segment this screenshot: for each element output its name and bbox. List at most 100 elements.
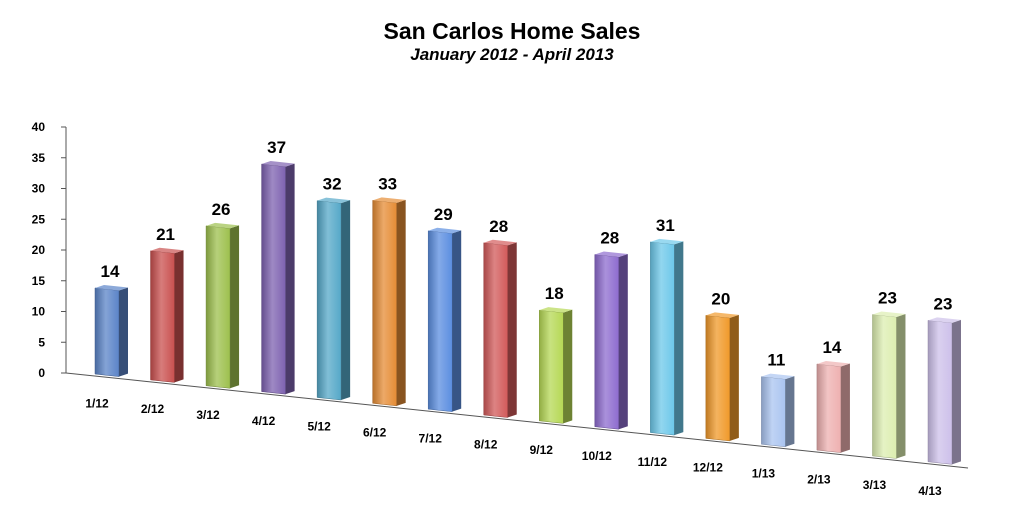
y-tick-label: 40 xyxy=(32,120,46,134)
bar-front xyxy=(483,242,508,418)
bar-front xyxy=(927,320,953,465)
y-tick-label: 10 xyxy=(32,305,46,319)
y-tick-label: 35 xyxy=(32,151,46,165)
bar xyxy=(594,251,628,430)
x-tick-label: 3/13 xyxy=(863,478,887,492)
bar-front xyxy=(150,250,175,383)
bar-value-label: 33 xyxy=(378,174,397,193)
bar xyxy=(316,197,351,401)
bar-top xyxy=(317,197,351,204)
bar-top xyxy=(428,227,462,234)
bar-front xyxy=(705,315,731,442)
x-tick-label: 5/12 xyxy=(307,420,331,434)
bar-side xyxy=(785,376,795,447)
chart-subtitle: January 2012 - April 2013 xyxy=(410,45,614,64)
x-tick-label: 1/12 xyxy=(85,396,109,410)
bar-front xyxy=(261,163,286,395)
x-tick-label: 10/12 xyxy=(582,449,612,463)
bar-side xyxy=(396,199,406,406)
bar-top xyxy=(705,312,739,318)
bar xyxy=(872,311,906,459)
bar-side xyxy=(896,314,906,459)
bar-top xyxy=(150,247,184,254)
bar-top xyxy=(761,373,795,380)
bar-top xyxy=(928,317,961,323)
bar-top xyxy=(372,197,406,203)
bar-front xyxy=(205,225,231,389)
bar-side xyxy=(452,230,462,412)
bar-front xyxy=(94,287,120,377)
bar xyxy=(150,247,184,383)
y-tick-label: 25 xyxy=(32,212,46,226)
x-axis-line xyxy=(65,372,969,469)
x-tick-label: 2/12 xyxy=(141,402,165,416)
bar-front xyxy=(761,376,786,448)
bar-top xyxy=(816,360,850,367)
bar-value-label: 31 xyxy=(656,216,675,235)
bar-value-label: 28 xyxy=(489,217,508,236)
bar-side xyxy=(618,254,628,430)
chart-title: San Carlos Home Sales xyxy=(383,18,641,44)
bar-value-label: 28 xyxy=(600,228,619,247)
bar-value-label: 14 xyxy=(101,262,120,281)
y-tick-label: 20 xyxy=(32,243,46,257)
bar xyxy=(927,317,961,465)
bar-front xyxy=(427,230,453,412)
bar-value-label: 23 xyxy=(934,294,953,313)
bar-side xyxy=(729,314,739,441)
bar-front xyxy=(316,200,342,401)
bar xyxy=(261,161,295,395)
bar xyxy=(650,238,684,436)
bar-value-label: 23 xyxy=(878,288,897,307)
bar-side xyxy=(341,200,351,400)
bar-front xyxy=(650,241,675,436)
bar-side xyxy=(230,225,240,389)
bar-value-label: 21 xyxy=(156,225,175,244)
x-tick-label: 8/12 xyxy=(474,437,498,451)
x-tick-label: 6/12 xyxy=(363,426,387,440)
bar-front xyxy=(539,309,564,424)
bar-top xyxy=(594,251,628,258)
x-tick-label: 4/13 xyxy=(918,484,942,498)
bar-front xyxy=(816,363,842,453)
y-tick-label: 30 xyxy=(32,182,46,196)
bar-top xyxy=(650,238,684,245)
bars xyxy=(94,161,961,465)
bar xyxy=(427,227,462,412)
bar-side xyxy=(285,163,295,395)
bar-value-label: 29 xyxy=(434,205,453,224)
x-tick-label: 3/12 xyxy=(196,408,220,422)
bar-side xyxy=(674,241,684,436)
y-tick-label: 15 xyxy=(32,274,46,288)
bar-top xyxy=(261,161,295,167)
bar-front xyxy=(872,314,897,459)
bar-value-label: 18 xyxy=(545,284,564,303)
x-tick-label: 2/13 xyxy=(807,472,831,486)
bar xyxy=(761,373,795,448)
bar-value-label: 26 xyxy=(212,200,231,219)
bar-side xyxy=(952,319,961,465)
bar-side xyxy=(563,309,573,424)
bar-side xyxy=(507,242,517,418)
labels: 14 1/12 21 2/12 26 3/12 37 4/12 32 5/12 33 6/12 29 7/… xyxy=(85,138,952,498)
bar xyxy=(705,312,739,442)
bar-side xyxy=(119,287,128,377)
bar-front xyxy=(372,200,397,407)
bar-side xyxy=(174,250,184,383)
bar-front xyxy=(594,254,620,430)
bar-value-label: 37 xyxy=(267,138,286,157)
y-tick-label: 0 xyxy=(38,366,45,380)
x-tick-label: 4/12 xyxy=(252,414,276,428)
bar-top xyxy=(539,307,573,313)
bar-top xyxy=(95,284,128,291)
y-tick-label: 5 xyxy=(38,335,45,349)
x-tick-label: 7/12 xyxy=(419,431,443,445)
bar-value-label: 14 xyxy=(822,338,841,357)
bar-top xyxy=(206,222,240,229)
bar-value-label: 20 xyxy=(711,289,730,308)
bar-value-label: 32 xyxy=(323,175,342,194)
bar xyxy=(94,284,128,377)
x-tick-label: 9/12 xyxy=(530,443,554,457)
x-tick-label: 11/12 xyxy=(638,455,668,469)
